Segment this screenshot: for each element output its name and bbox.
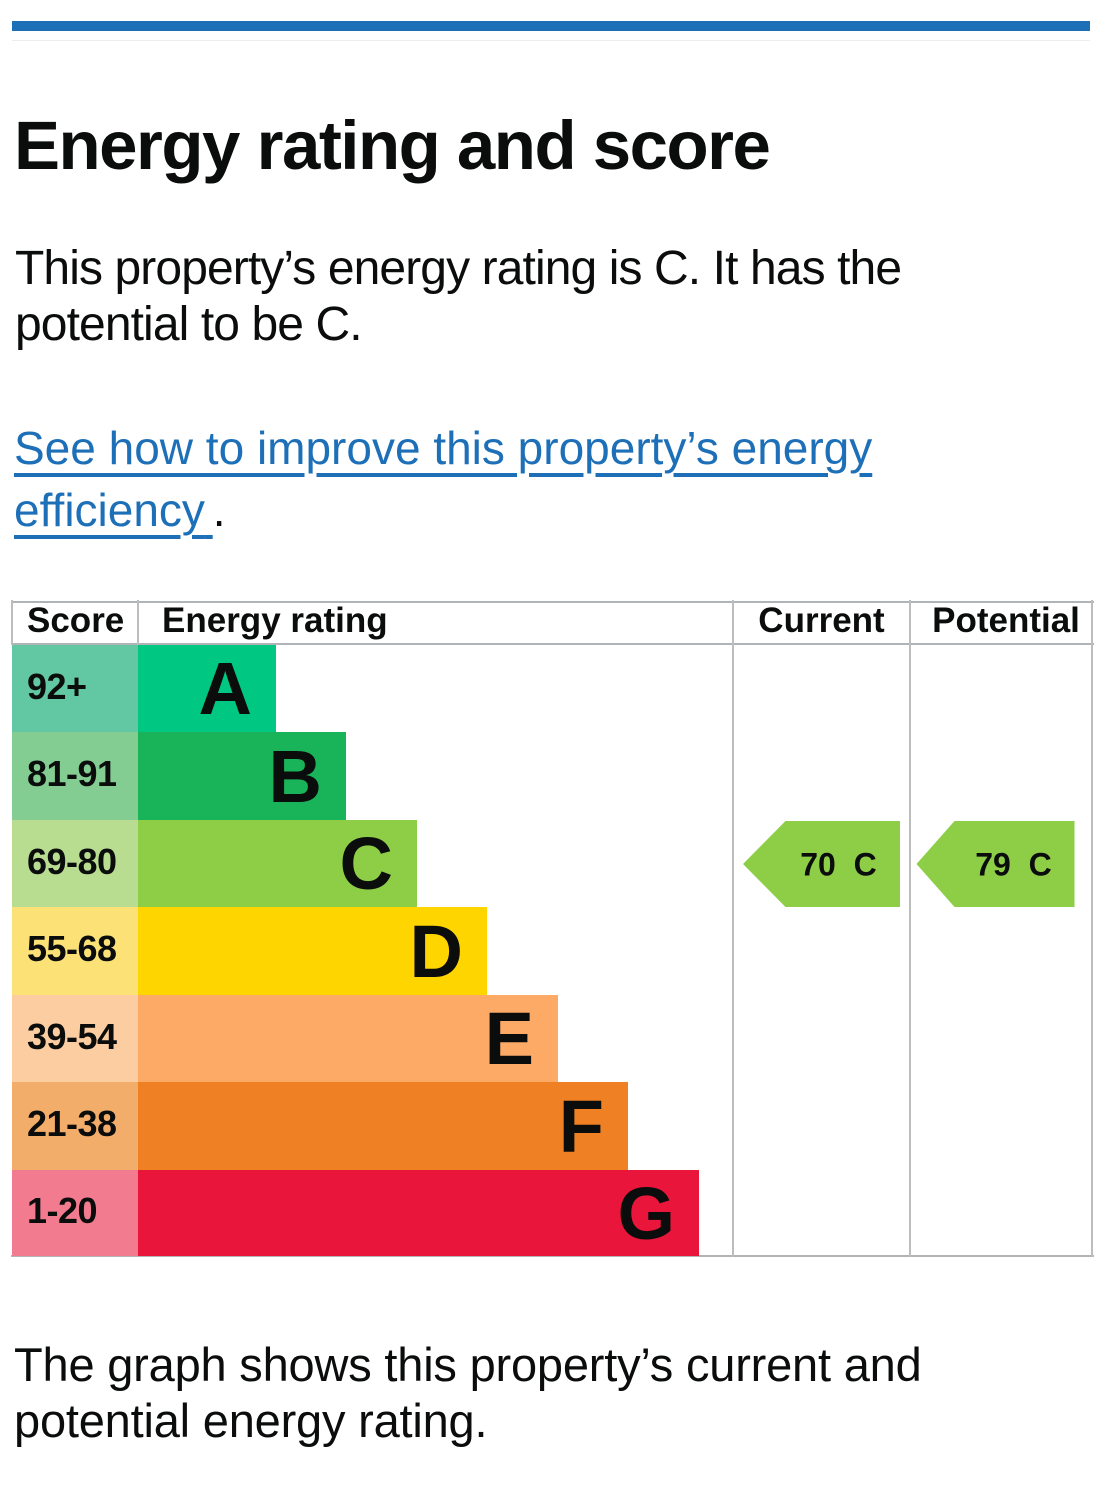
svg-text:79 C: 79 C [975,847,1051,883]
svg-text:70 C: 70 C [800,847,876,883]
